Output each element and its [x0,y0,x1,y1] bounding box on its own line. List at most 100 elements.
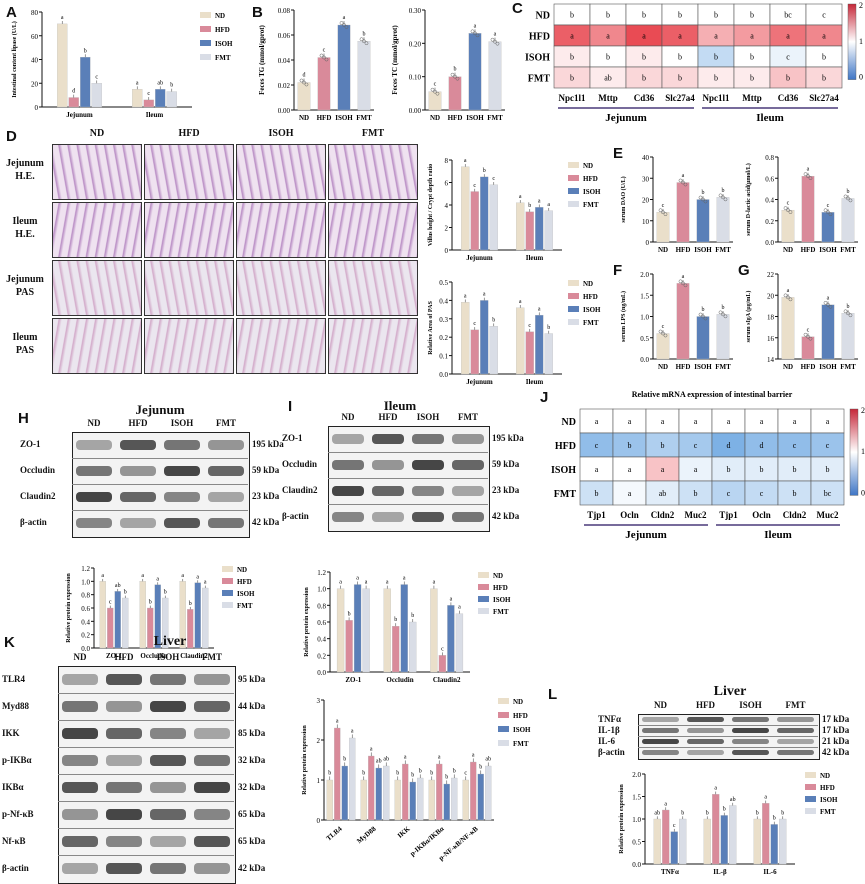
data-point [495,41,500,46]
y-axis-label: Relative protein expression [304,587,310,657]
x-tick-label: Ileum [526,254,544,262]
heat-letter: b [786,74,790,83]
panel-label-g: G [738,262,750,279]
blot-kda-label: 195 kDa [492,433,524,443]
chart-g-siga: 14 16 18 20 22 serum sIgA (μg/mL) a ND c HFD a ISOH… [745,271,858,371]
sig-letter: a [474,23,477,29]
y-tick-label: 1.2 [317,569,326,577]
heat-letter: b [606,53,610,62]
blot-row-divider [328,478,488,479]
blot-band [732,750,769,755]
blot-row-divider [58,828,234,829]
data-point [678,178,683,183]
legend-swatch-hfd [222,578,233,584]
panel-label-a: A [6,4,17,21]
bar-nd [132,89,143,108]
sig-letter: b [124,590,127,596]
blot-kda-label: 95 kDa [238,673,266,684]
sig-letter: c [109,600,112,606]
sig-letter: c [434,82,437,88]
y-tick-label: 0 [35,104,39,112]
bar-hfd [392,626,400,673]
data-point [823,300,828,305]
legend-swatch-isoh [478,596,489,602]
panel-i-title: Ileum [383,398,417,413]
bar-hfd [662,809,670,865]
heat-letter: b [678,53,682,62]
blot-band [372,459,404,471]
micrograph-col-hfd: HFD [178,128,200,139]
sig-letter: a [403,576,406,582]
data-point [302,80,306,85]
chart-b-feces-tc: 0.00 0.10 0.20 0.30 Feces TC (mmol/gprot) c ND… [391,7,505,122]
blot-protein-label: Occludin [282,459,318,469]
sig-letter: b [348,611,351,617]
heat-cell [645,432,680,458]
legend-label-isoh: ISOH [513,726,531,734]
sig-letter: c [441,646,444,652]
legend-label-hfd: HFD [237,578,252,586]
blot-lane-isoh: ISOH [156,652,180,662]
bar-fmt [544,333,553,375]
bar-hfd [436,763,443,821]
legend-label-fmt: FMT [237,602,253,610]
sig-letter: b [756,810,759,816]
panel-label-c: C [512,0,523,17]
sig-letter: b [396,770,399,776]
blot-band [150,809,186,820]
color-scale [847,3,857,80]
sig-letter: a [464,158,467,164]
sig-letter: b [723,807,726,813]
blot-band [452,459,484,471]
data-point [828,212,833,217]
micrograph-3-hfd [144,260,234,316]
bar-hfd [143,99,154,108]
blot-band [642,717,679,722]
x-tick-label: TNFα [661,868,679,876]
data-point [470,29,475,34]
y-axis-label: Relative protein expression [302,725,308,795]
sig-letter: c [147,91,150,97]
blot-kda-label: 42 kDa [822,746,850,757]
legend-label-nd: ND [820,772,830,780]
y-tick-label: 2.0 [640,271,649,279]
bar-isoh [155,89,166,108]
y-tick-label: 20 [31,80,39,88]
blot-protein-label: β-actin [2,862,29,873]
data-point [701,197,705,202]
legend-swatch-nd [805,772,816,778]
sig-letter: c [662,203,665,209]
sig-letter: a [472,752,475,758]
blot-band [777,717,814,722]
heat-col-label: Ocln [752,510,771,520]
heat-letter: b [678,11,682,20]
micrograph-grid: ND HFD ISOH FMT Jejunum H.E. Ileum H.E. Jejunum P… [0,128,420,396]
heat-letter: a [628,465,632,474]
bar-hfd [676,182,690,243]
bar-nd [462,779,469,821]
bar-fmt [489,184,498,251]
heat-row-label: FMT [528,74,551,85]
sig-letter: ab [485,756,491,762]
heat-cell [612,480,647,506]
y-tick-label: 0.8 [317,602,326,610]
heat-letter: b [595,489,599,498]
blot-protein-label: IKK [2,727,20,738]
blot-row-divider [328,504,488,505]
heat-cell [777,456,812,482]
x-tick-label: HFD [317,114,332,122]
x-tick-label: Occludin [140,652,167,660]
bar-isoh [477,773,484,821]
x-tick-label: IKK [396,825,412,840]
heat-letter: c [826,441,830,450]
y-tick-label: 3 [317,697,321,705]
blot-kda-label: 42 kDa [492,511,520,521]
y-axis-label: Feces TC (mmol/gprot) [391,25,399,95]
heat-letter: b [642,53,646,62]
blot-band [642,739,679,744]
blot-protein-label: Claudin2 [20,491,56,501]
x-tick-label: FMT [715,363,731,371]
data-point [846,311,850,316]
sig-letter: c [473,183,476,189]
heat-letter: b [793,489,797,498]
